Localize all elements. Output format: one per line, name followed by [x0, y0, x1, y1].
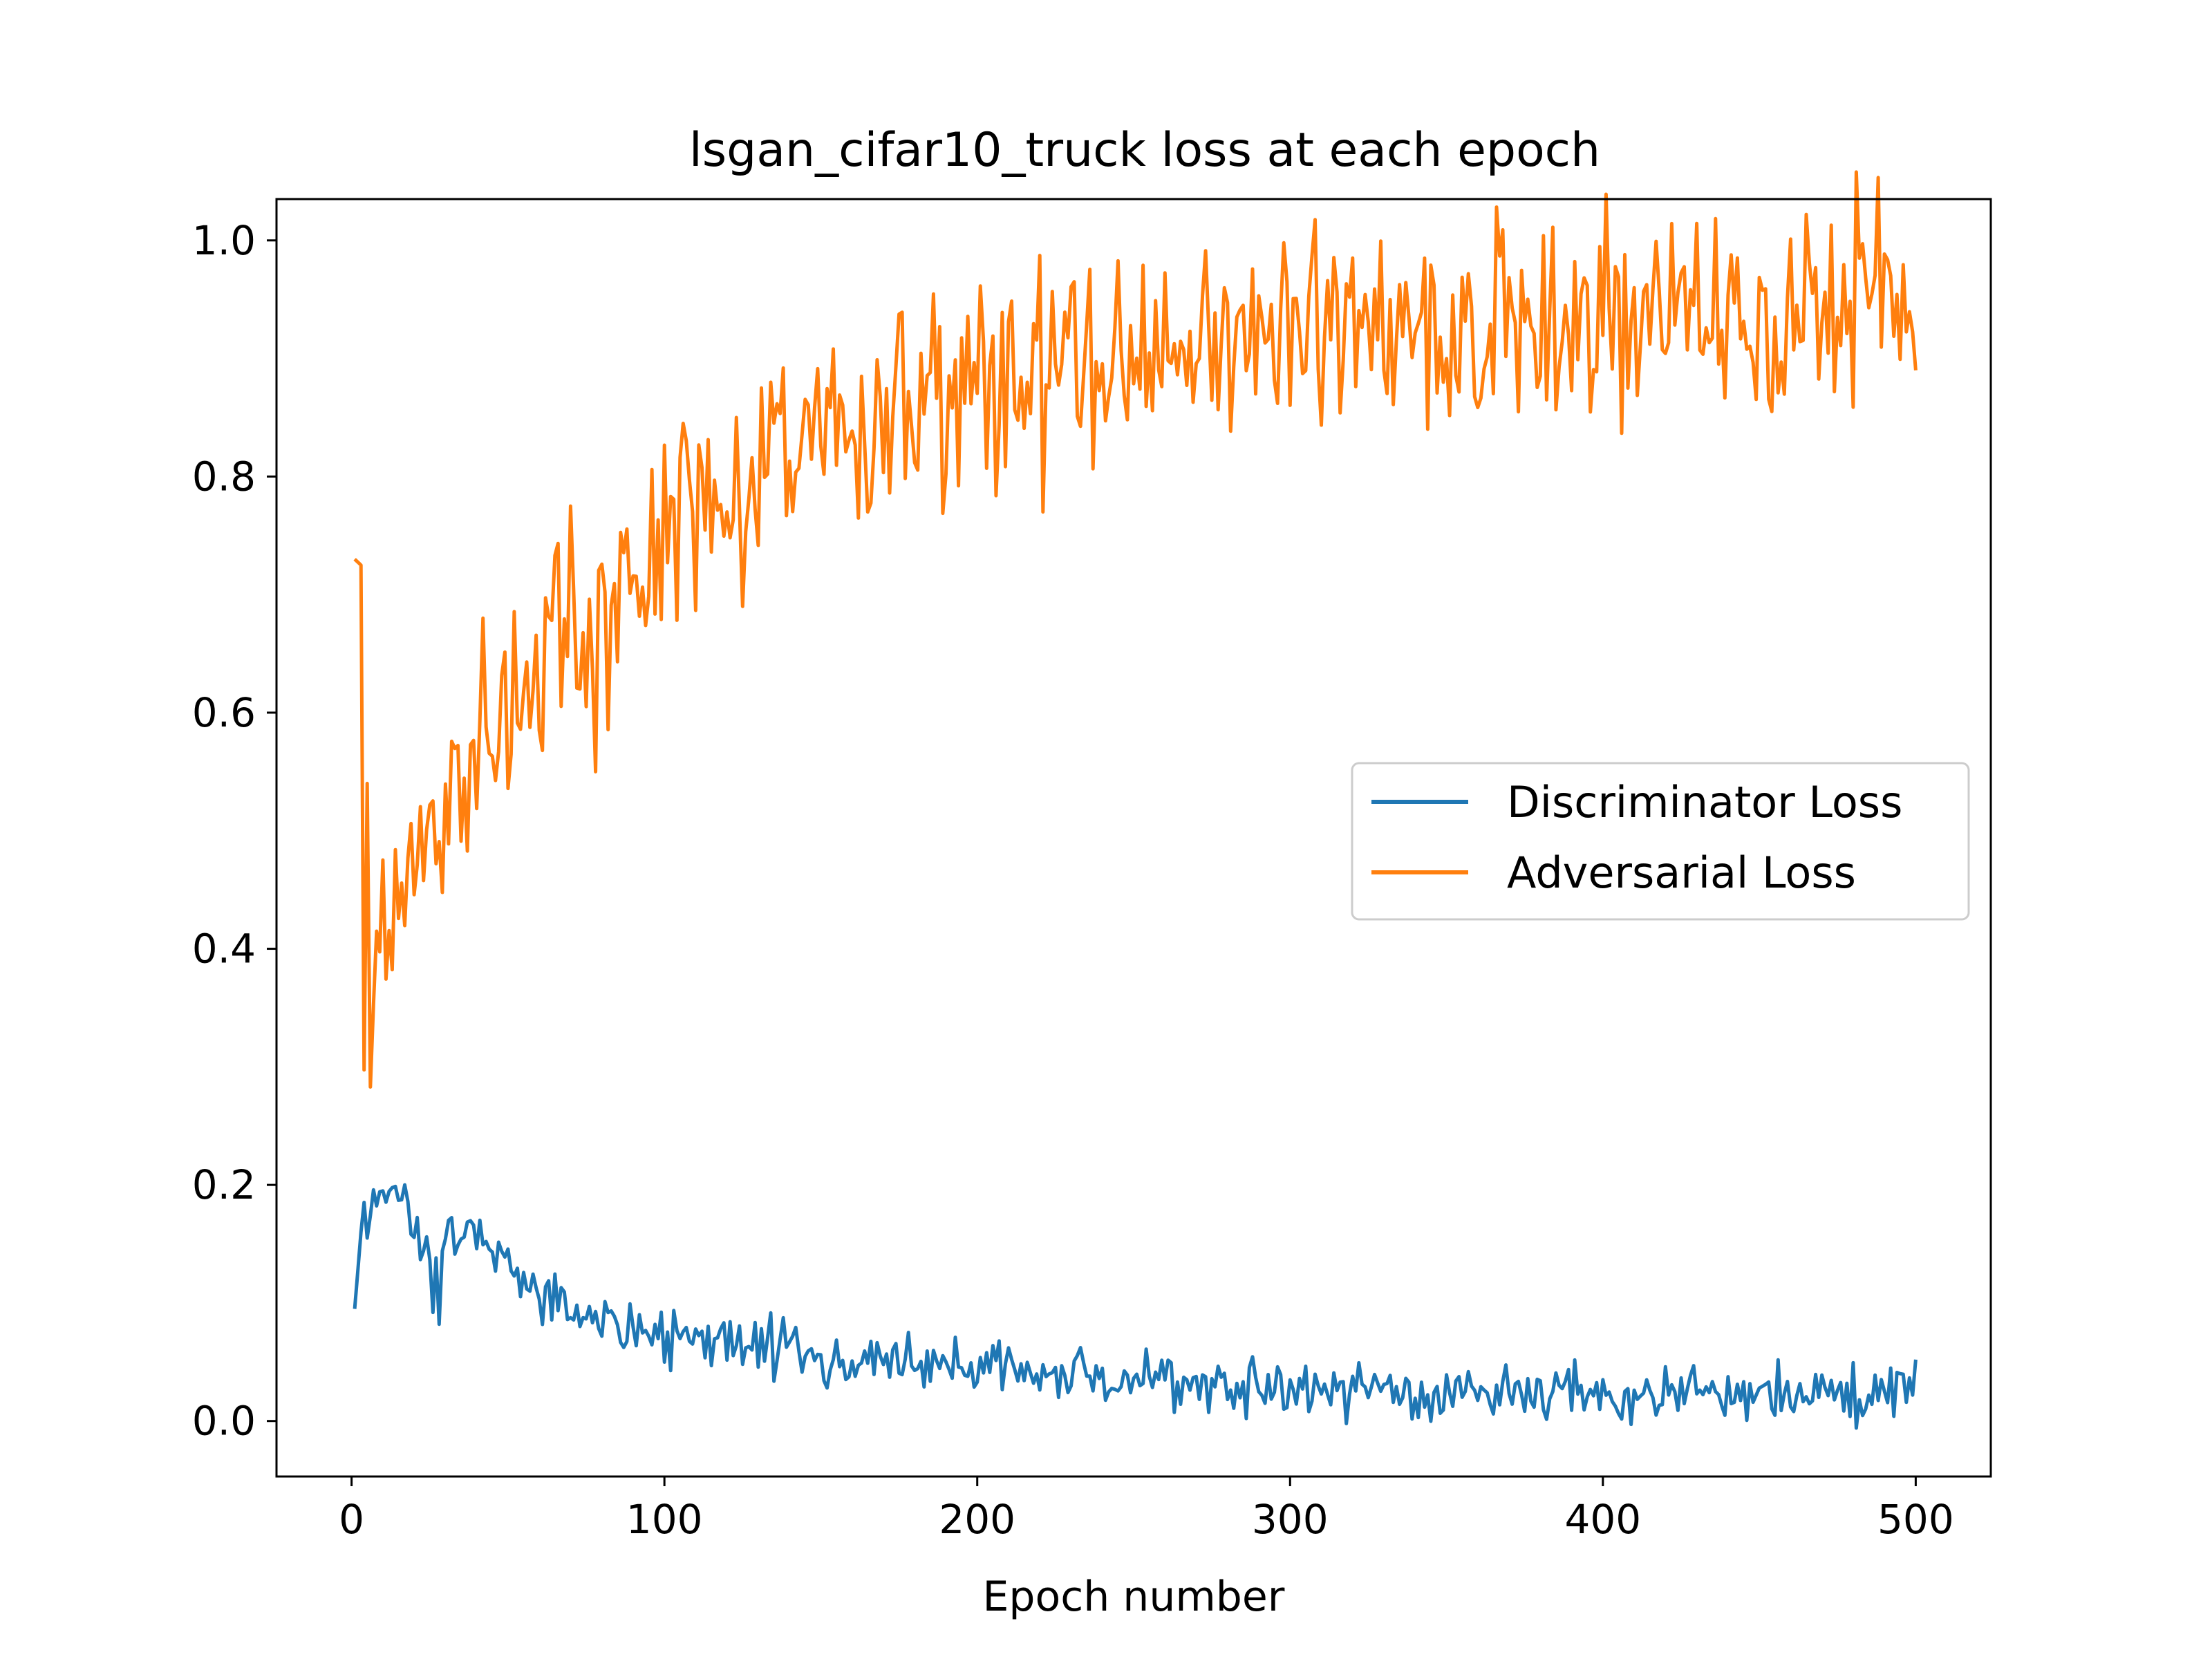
x-tick-label: 0	[339, 1496, 364, 1543]
legend-label-adversarial-loss: Adversarial Loss	[1507, 847, 1856, 898]
chart-title: lsgan_cifar10_truck loss at each epoch	[689, 123, 1600, 178]
x-tick-label: 400	[1564, 1496, 1641, 1543]
legend-label-discriminator-loss: Discriminator Loss	[1507, 777, 1902, 827]
y-tick-label: 1.0	[192, 217, 256, 264]
y-tick-label: 0.4	[192, 926, 256, 973]
legend-box	[1351, 762, 1970, 921]
x-tick-label: 300	[1252, 1496, 1329, 1543]
y-tick-label: 0.2	[192, 1161, 256, 1208]
y-tick-label: 0.6	[192, 689, 256, 736]
axes-frame	[275, 198, 1992, 1478]
x-tick-label: 500	[1877, 1496, 1954, 1543]
x-tick-label: 200	[939, 1496, 1015, 1543]
x-tick-label: 100	[626, 1496, 703, 1543]
x-axis: 0 100 200 300 400 500	[339, 1477, 1954, 1543]
y-tick-label: 0.8	[192, 453, 256, 500]
legend: Discriminator Loss Adversarial Loss	[1351, 762, 1970, 921]
plot-area	[353, 170, 1918, 1430]
x-axis-label: Epoch number	[983, 1573, 1285, 1621]
y-axis: 0.0 0.2 0.4 0.6 0.8 1.0	[192, 217, 276, 1445]
series-line-discriminator-loss	[353, 1183, 1918, 1430]
y-tick-label: 0.0	[192, 1398, 256, 1445]
series-line-adversarial-loss	[353, 170, 1918, 1089]
